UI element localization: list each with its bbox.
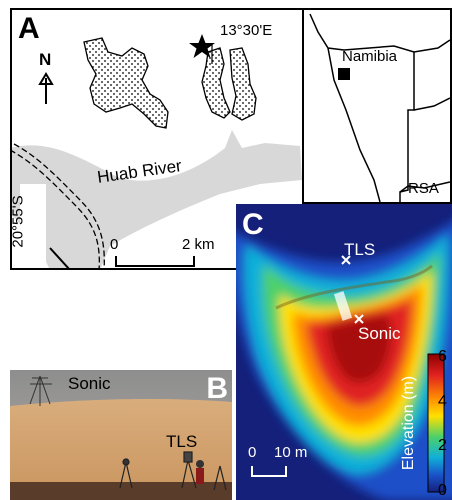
scale-start-a: 0 (110, 236, 119, 253)
sonic-marker-icon (354, 314, 364, 324)
tripod-right-icon (213, 465, 227, 491)
north-label: N (39, 50, 52, 69)
rsa-border (399, 181, 450, 193)
sonic-footprint (333, 291, 353, 321)
tls-scanner-icon (181, 451, 197, 489)
colorbar-tick-label: 4 (438, 392, 447, 410)
scale-end-c: 10 m (274, 444, 308, 461)
namibia-border-east (327, 47, 381, 202)
longitude-label: 13°30'E (220, 22, 273, 39)
elevation-canvas (236, 204, 452, 500)
namibia-border-east-2 (399, 52, 415, 202)
boundary-line (49, 247, 71, 270)
scale-bar-c (251, 466, 287, 477)
namibia-outline (309, 13, 450, 53)
photo-sonic-label: Sonic (68, 374, 111, 393)
road-line-2 (10, 149, 100, 270)
photo-tls-label: TLS (166, 432, 198, 451)
colorbar (427, 353, 445, 493)
colorbar-tick-label: 0 (438, 482, 447, 499)
photo-dune-slope (10, 399, 232, 500)
tls-marker-label: TLS (344, 240, 376, 259)
tls-marker-icon (341, 255, 351, 265)
person-icon (196, 460, 204, 484)
study-site-star-icon (189, 34, 215, 58)
scale-start-c: 0 (248, 444, 257, 461)
latitude-label: 20°55'S (10, 195, 27, 248)
tripod-left-icon (119, 458, 133, 489)
neighbor-border (413, 97, 450, 111)
photo-ground (10, 482, 232, 500)
photo-b-canvas (10, 370, 232, 500)
colorbar-tick-label: 6 (438, 348, 447, 365)
panel-a-label: A (18, 12, 40, 45)
huab-river-band (10, 130, 302, 270)
map-a-canvas (10, 34, 302, 270)
study-area-marker-icon (338, 68, 350, 80)
scale-bar-a (115, 256, 195, 267)
panel-b-label: B (206, 372, 228, 405)
dune-field-east-1 (201, 47, 231, 119)
elev-zone-7 (326, 314, 392, 384)
scale-end-a: 2 km (182, 236, 215, 253)
dune-field-east-2 (229, 47, 257, 121)
panel-a-location-map: A N 13°30'E Huab River 20°55'S 0 2 km (10, 8, 302, 270)
inset-canvas (309, 13, 450, 202)
panel-b-field-photo: B Sonic TLS (10, 370, 232, 500)
sonic-mast-icon (29, 375, 52, 406)
sonic-marker-label: Sonic (358, 324, 401, 343)
namibia-label: Namibia (342, 48, 398, 65)
colorbar-title: Elevation (m) (400, 375, 417, 471)
panel-c-label: C (242, 208, 264, 241)
road-line-1 (13, 143, 105, 270)
dune-crest-shadow (275, 264, 433, 310)
rsa-label: RSA (408, 180, 439, 197)
inset-regional-map: Namibia RSA (302, 8, 452, 204)
colorbar-tick-label: 2 (438, 437, 447, 455)
dune-field-west (83, 37, 169, 129)
panel-c-elevation-map: C TLS Sonic 0 10 m Elevation (m) 6 4 2 0 (236, 204, 452, 500)
